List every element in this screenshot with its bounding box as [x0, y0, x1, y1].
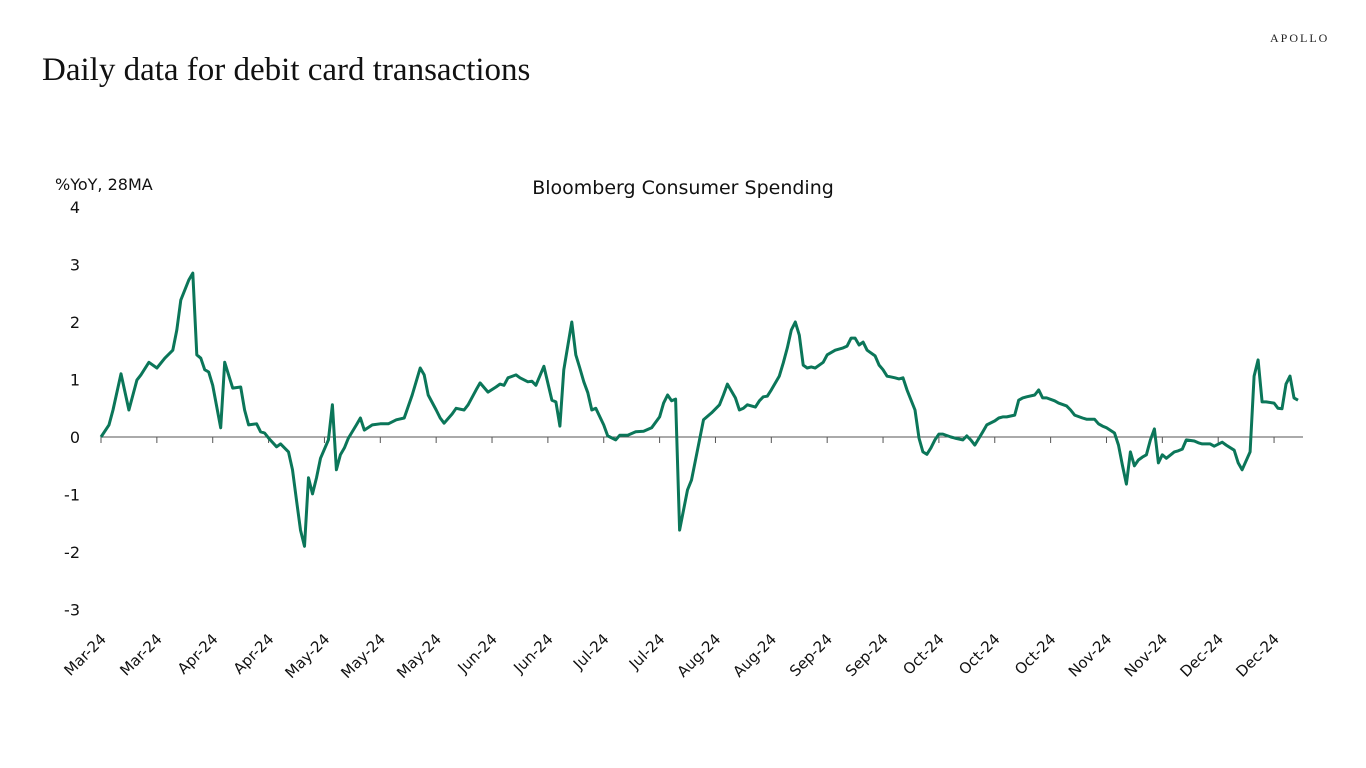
x-tick-label: Oct-24	[1011, 630, 1059, 678]
x-tick-label: Jun-24	[509, 630, 556, 677]
brand-logo: APOLLO	[1270, 31, 1330, 45]
x-tick-label: Sep-24	[786, 630, 836, 680]
y-tick-label: -3	[64, 601, 80, 620]
x-tick-label: Nov-24	[1121, 630, 1171, 680]
y-axis-label: %YoY, 28MA	[55, 175, 153, 194]
y-tick-label: -1	[64, 486, 80, 505]
x-tick-label: Dec-24	[1232, 630, 1283, 681]
x-tick-label: Nov-24	[1065, 630, 1115, 680]
y-tick-label: 1	[70, 371, 80, 390]
x-tick-label: Aug-24	[729, 630, 780, 681]
y-tick-label: 0	[70, 428, 80, 447]
x-tick-label: Apr-24	[174, 630, 222, 678]
x-tick-label: Oct-24	[899, 630, 947, 678]
x-tick-label: Jul-24	[625, 630, 669, 674]
x-tick-label: Sep-24	[842, 630, 892, 680]
x-tick-label: Jun-24	[454, 630, 501, 677]
x-tick-label: Apr-24	[230, 630, 278, 678]
y-tick-label: 3	[70, 256, 80, 275]
chart-title: Bloomberg Consumer Spending	[532, 177, 834, 199]
y-tick-label: 4	[70, 198, 80, 217]
x-tick-label: Dec-24	[1176, 630, 1227, 681]
x-tick-label: May-24	[393, 630, 445, 682]
y-tick-label: -2	[64, 543, 80, 562]
series-line	[99, 271, 1299, 548]
page-title: Daily data for debit card transactions	[42, 52, 531, 88]
x-tick-label: Mar-24	[60, 630, 109, 679]
x-tick-label: May-24	[337, 630, 389, 682]
x-tick-label: May-24	[281, 630, 333, 682]
x-tick-label: Jul-24	[569, 630, 613, 674]
x-tick-label: Aug-24	[674, 630, 725, 681]
y-tick-label: 2	[70, 313, 80, 332]
x-tick-label: Mar-24	[116, 630, 165, 679]
x-tick-label: Oct-24	[955, 630, 1003, 678]
